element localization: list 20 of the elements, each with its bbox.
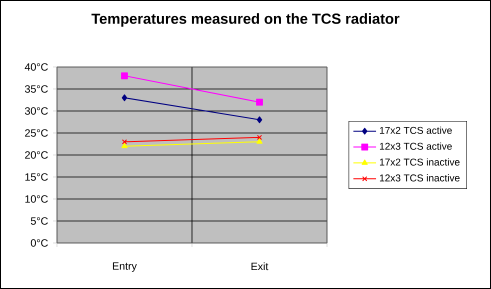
legend-label: 12x3 TCS active	[380, 142, 452, 150]
x-tick-label: Entry	[112, 262, 137, 272]
y-tick-label: 15°C	[25, 173, 48, 181]
y-tick-label: 30°C	[24, 107, 48, 115]
y-tick-label: 0°C	[30, 239, 48, 247]
legend-label: 12x3 TCS inactive	[380, 174, 460, 182]
chart-title: Temperatures measured on the TCS radiator	[91, 13, 400, 27]
point	[256, 98, 263, 106]
y-tick-label: 10°C	[25, 195, 48, 203]
point	[256, 116, 262, 124]
legend-label: 17x2 TCS inactive	[380, 158, 460, 166]
y-tick-label: 35°C	[24, 85, 48, 93]
y-tick-label: 20°C	[25, 151, 48, 159]
legend-label: 17x2 TCS active	[380, 126, 452, 134]
y-tick-label: 40°C	[24, 63, 48, 71]
x-tick-label: Exit	[252, 262, 268, 270]
point	[122, 94, 128, 102]
y-tick-label: 25°C	[25, 129, 48, 137]
point	[121, 72, 128, 80]
y-tick-label: 5°C	[30, 217, 48, 225]
